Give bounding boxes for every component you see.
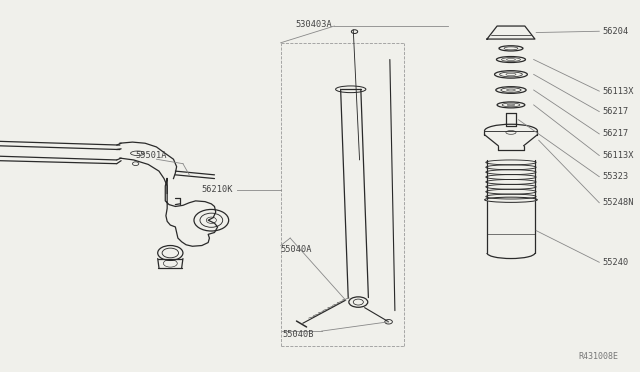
Text: 530403A: 530403A: [295, 20, 332, 29]
Text: 55240: 55240: [602, 258, 628, 267]
Text: 56204: 56204: [602, 27, 628, 36]
Text: 55040B: 55040B: [282, 330, 314, 339]
Text: 55323: 55323: [602, 172, 628, 181]
Text: 56113X: 56113X: [602, 87, 634, 96]
Text: 56217: 56217: [602, 129, 628, 138]
Text: 55248N: 55248N: [602, 198, 634, 207]
Text: 55040A: 55040A: [281, 245, 312, 254]
Text: 56113X: 56113X: [602, 151, 634, 160]
Text: 56210K: 56210K: [202, 185, 234, 194]
Text: 56217: 56217: [602, 107, 628, 116]
Text: 55501A: 55501A: [136, 151, 167, 160]
Text: R431008E: R431008E: [578, 352, 618, 361]
